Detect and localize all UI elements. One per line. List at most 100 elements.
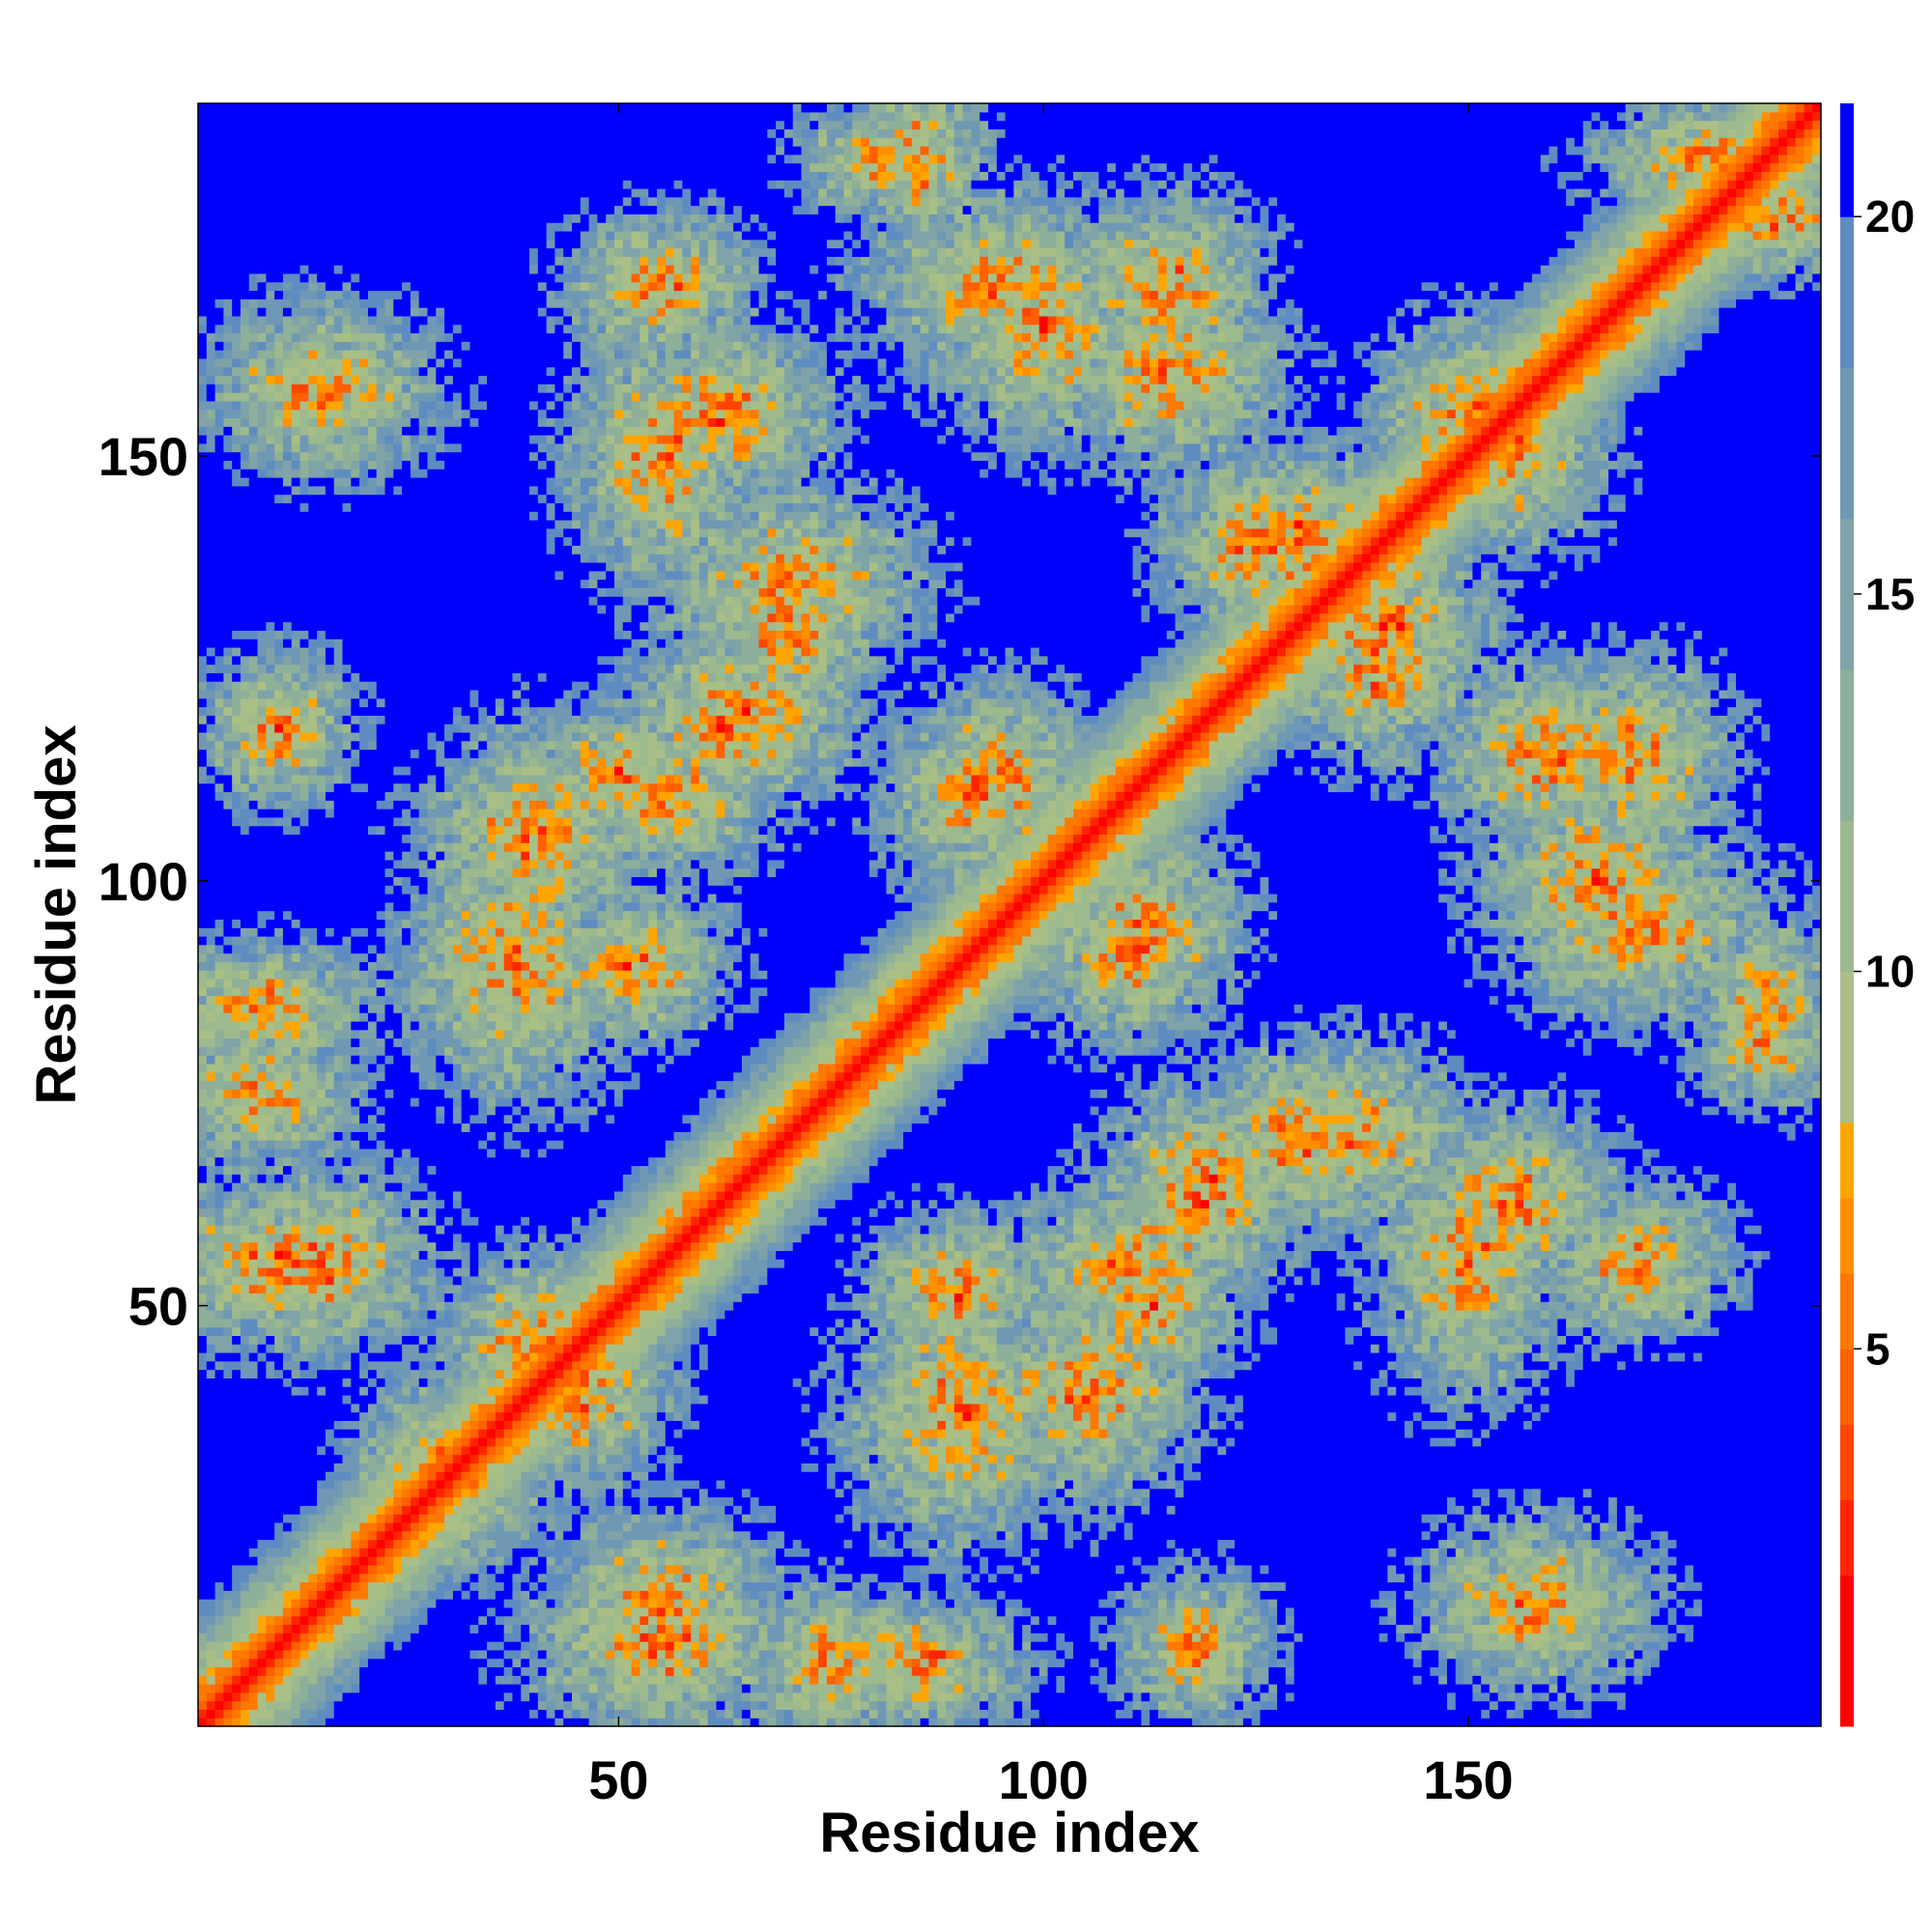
heatmap-cell-run [410, 1394, 420, 1405]
heatmap-cell-run [852, 1691, 862, 1702]
heatmap-cell-run [1150, 1369, 1159, 1378]
heatmap-cell-run [1235, 1394, 1244, 1405]
heatmap-cell-run [980, 1564, 989, 1575]
heatmap-cell-run [384, 1521, 394, 1532]
heatmap-cell-run [682, 1488, 700, 1498]
heatmap-cell-run [835, 1378, 845, 1387]
heatmap-cell-run [342, 1326, 352, 1336]
heatmap-cell-run [639, 1548, 649, 1557]
heatmap-cell-run [597, 1539, 624, 1548]
heatmap-cell-run [487, 1581, 505, 1591]
heatmap-cell-run [1235, 1581, 1244, 1591]
heatmap-cell-run [1242, 1615, 1253, 1626]
heatmap-cell-run [376, 1445, 386, 1456]
heatmap-cell-run [376, 1633, 386, 1642]
heatmap-cell-run [971, 1514, 980, 1523]
heatmap-cell-run [282, 1301, 293, 1311]
heatmap-cell-run [274, 1573, 293, 1583]
heatmap-cell-run [1115, 1599, 1125, 1608]
heatmap-cell-run [572, 1344, 582, 1353]
heatmap-cell-run [223, 1675, 233, 1685]
heatmap-cell-run [1208, 1369, 1227, 1378]
heatmap-cell-run [376, 1521, 386, 1532]
heatmap-cell-run [1200, 1684, 1210, 1693]
heatmap-cell-run [861, 1420, 870, 1430]
heatmap-cell-run [1489, 1599, 1499, 1608]
heatmap-cell-run [393, 1369, 412, 1378]
heatmap-cell-run [1463, 1335, 1482, 1345]
heatmap-cell-run [198, 1691, 208, 1702]
heatmap-cell-run [613, 1691, 624, 1702]
heatmap-cell-run [1540, 1351, 1550, 1362]
heatmap-cell-run [1412, 1344, 1431, 1353]
heatmap-cell-run [1548, 1403, 1822, 1413]
heatmap-cell-run [1192, 1573, 1202, 1583]
heatmap-cell-run [291, 1684, 301, 1693]
heatmap-cell-run [868, 1351, 879, 1362]
heatmap-cell-run [487, 1386, 505, 1396]
heatmap-cell-run [206, 1351, 216, 1362]
heatmap-cell-run [342, 1691, 505, 1702]
heatmap-cell-run [1405, 1386, 1423, 1396]
heatmap-cell-run [1608, 1599, 1618, 1608]
heatmap-cell-run [1081, 1369, 1099, 1378]
heatmap-cell-run [351, 1649, 360, 1660]
heatmap-cell-run [198, 1386, 293, 1396]
heatmap-cell-run [1183, 1556, 1193, 1566]
heatmap-cell-run [1667, 1633, 1678, 1642]
heatmap-cell-run [1634, 1581, 1643, 1591]
heatmap-cell-run [962, 1564, 973, 1575]
heatmap-cell-run [953, 1420, 964, 1430]
heatmap-cell-run [1030, 1360, 1049, 1371]
heatmap-cell-run [1157, 1471, 1168, 1481]
heatmap-cell-run [1038, 1386, 1049, 1396]
heatmap-cell-run [1523, 1539, 1533, 1548]
heatmap-cell-run [546, 1539, 556, 1548]
heatmap-cell-run [1582, 1318, 1593, 1328]
heatmap-cell-run [792, 1649, 803, 1660]
heatmap-cell-run [402, 1411, 412, 1421]
heatmap-cell-run [868, 1479, 879, 1490]
heatmap-cell-run [572, 1335, 582, 1345]
heatmap-cell-run [1523, 1564, 1542, 1575]
heatmap-cell-run [911, 1318, 922, 1328]
heatmap-cell-run [1667, 1310, 1678, 1320]
heatmap-cell-run [1251, 1344, 1372, 1353]
heatmap-cell-run [359, 1684, 522, 1693]
heatmap-cell-run [877, 1360, 888, 1371]
heatmap-cell-run [648, 1684, 658, 1693]
heatmap-cell-run [1659, 1326, 1669, 1336]
heatmap-cell-run [299, 1700, 318, 1711]
heatmap-cell-run [996, 1530, 1007, 1541]
heatmap-cell-run [622, 1564, 633, 1575]
heatmap-cell-run [393, 1411, 403, 1421]
heatmap-cell-run [852, 1599, 862, 1608]
heatmap-cell-run [1166, 1590, 1177, 1600]
heatmap-cell-run [920, 1378, 930, 1387]
heatmap-cell-run [452, 1505, 479, 1515]
heatmap-cell-run [1192, 1641, 1202, 1651]
heatmap-cell-run [1235, 1411, 1389, 1421]
heatmap-cell-run [1065, 1496, 1074, 1506]
heatmap-cell-run [895, 1335, 904, 1345]
heatmap-cell-run [937, 1394, 947, 1405]
heatmap-cell-run [1200, 1378, 1372, 1387]
heatmap-cell-run [257, 1624, 267, 1634]
heatmap-cell-run [588, 1666, 607, 1676]
heatmap-cell-run [792, 1615, 803, 1626]
heatmap-cell-run [198, 1411, 360, 1421]
heatmap-cell-run [698, 1360, 709, 1371]
heatmap-cell-run [206, 1700, 216, 1711]
heatmap-cell-run [1446, 1403, 1457, 1413]
heatmap-cell-run [1421, 1675, 1439, 1685]
heatmap-cell-run [393, 1479, 403, 1490]
heatmap-cell-run [257, 1344, 267, 1353]
heatmap-cell-run [537, 1496, 548, 1506]
heatmap-cell-run [206, 1641, 224, 1651]
heatmap-cell-run [911, 1539, 930, 1548]
heatmap-cell-run [639, 1335, 658, 1345]
heatmap-cell-run [1667, 1335, 1678, 1345]
heatmap-cell-run [1157, 1709, 1168, 1719]
heatmap-cell-run [903, 1318, 913, 1328]
heatmap-cell-run [1072, 1436, 1083, 1447]
